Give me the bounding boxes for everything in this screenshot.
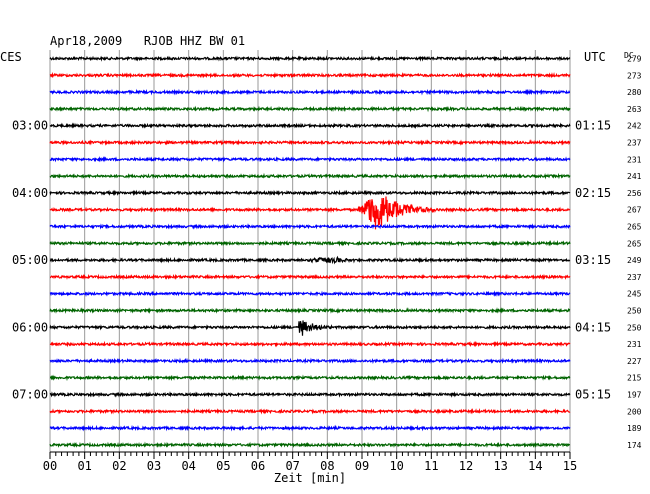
right-time-label: 01:15 — [575, 119, 611, 133]
dc-value: 280 — [627, 88, 642, 97]
x-axis-label: Zeit [min] — [274, 471, 346, 485]
x-tick-label: 07 — [285, 459, 299, 473]
trace-5 — [49, 122, 571, 130]
left-time-label: 07:00 — [12, 388, 48, 402]
dc-value: 237 — [627, 139, 642, 148]
x-tick-label: 02 — [112, 459, 126, 473]
trace-15 — [49, 290, 571, 297]
left-time-label: 06:00 — [12, 320, 48, 334]
dc-value: 174 — [627, 441, 642, 450]
dc-value: 237 — [627, 273, 642, 282]
right-time-label: 02:15 — [575, 186, 611, 200]
right-time-label: 05:15 — [575, 388, 611, 402]
left-time-label: 03:00 — [12, 119, 48, 133]
dc-value: 249 — [627, 256, 642, 265]
trace-23 — [49, 424, 571, 432]
trace-20 — [49, 374, 571, 382]
right-time-label: 03:15 — [575, 253, 611, 267]
trace-12 — [49, 239, 571, 247]
trace-3 — [49, 88, 571, 96]
x-tick-label: 10 — [389, 459, 403, 473]
dc-value: 263 — [627, 105, 642, 114]
dc-value: 245 — [627, 290, 642, 299]
x-tick-label: 08 — [320, 459, 334, 473]
trace-10 — [49, 196, 571, 230]
dc-value: 242 — [627, 122, 642, 131]
dc-value: 265 — [627, 223, 642, 232]
dc-value: 215 — [627, 374, 642, 383]
dc-value: 200 — [627, 407, 642, 416]
x-tick-label: 00 — [43, 459, 57, 473]
minute-grid — [49, 50, 571, 453]
trace-17 — [49, 320, 571, 336]
trace-9 — [49, 189, 571, 197]
x-tick-label: 09 — [355, 459, 369, 473]
dc-value: 250 — [627, 307, 642, 316]
left-zone-label: CES — [0, 50, 22, 64]
dc-value: 279 — [627, 55, 642, 64]
trace-7 — [49, 155, 571, 163]
dc-value: 227 — [627, 357, 642, 366]
chart-title: Apr18,2009 RJOB HHZ BW 01 — [50, 34, 245, 48]
dc-value: 231 — [627, 155, 642, 164]
trace-8 — [49, 172, 571, 180]
dc-value: 265 — [627, 239, 642, 248]
dc-value: 197 — [627, 391, 642, 400]
x-tick-label: 05 — [216, 459, 230, 473]
trace-11 — [49, 223, 571, 230]
trace-13 — [49, 255, 571, 265]
dc-value: 189 — [627, 424, 642, 433]
x-tick-label: 11 — [424, 459, 438, 473]
trace-22 — [49, 407, 571, 415]
x-tick-label: 13 — [493, 459, 507, 473]
trace-4 — [49, 105, 571, 113]
dc-value: 231 — [627, 340, 642, 349]
trace-19 — [49, 357, 571, 365]
trace-18 — [49, 340, 571, 348]
right-zone-label: UTC — [584, 50, 606, 64]
trace-16 — [49, 307, 571, 314]
x-tick-label: 01 — [77, 459, 91, 473]
trace-2 — [49, 71, 571, 79]
trace-21 — [49, 391, 571, 398]
dc-value: 241 — [627, 172, 642, 181]
trace-1 — [49, 55, 571, 62]
x-tick-label: 12 — [459, 459, 473, 473]
dc-header: DC — [624, 51, 634, 60]
trace-layer — [49, 55, 571, 449]
x-tick-label: 15 — [563, 459, 577, 473]
left-time-label: 04:00 — [12, 186, 48, 200]
dc-value: 267 — [627, 206, 642, 215]
label-layer: Apr18,2009 RJOB HHZ BW 01 CES UTC DC Zei… — [0, 34, 642, 485]
x-axis: 00 01 02 03 04 05 06 07 08 09 10 11 12 13 14 15 — [43, 451, 577, 473]
dc-value: 256 — [627, 189, 642, 198]
x-tick-label: 04 — [181, 459, 195, 473]
x-tick-label: 14 — [528, 459, 542, 473]
trace-6 — [49, 139, 571, 146]
left-time-label: 05:00 — [12, 253, 48, 267]
right-time-label: 04:15 — [575, 320, 611, 334]
x-tick-label: 03 — [147, 459, 161, 473]
dc-value: 250 — [627, 323, 642, 332]
x-tick-label: 06 — [251, 459, 265, 473]
trace-24 — [49, 441, 571, 449]
dc-value: 273 — [627, 71, 642, 80]
trace-14 — [49, 273, 571, 281]
